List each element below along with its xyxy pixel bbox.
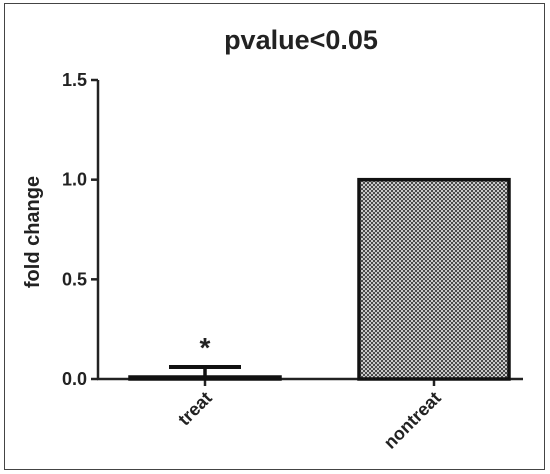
y-axis-label: fold change bbox=[22, 176, 44, 288]
y-tick-label: 1.5 bbox=[62, 70, 87, 90]
chart-frame: pvalue<0.05 fold change 0.0 0.5 1.0 1.5 tre… bbox=[4, 3, 545, 470]
y-tick-label: 1.0 bbox=[62, 170, 87, 190]
y-tick-label: 0.5 bbox=[62, 269, 87, 289]
bar-chart: pvalue<0.05 fold change 0.0 0.5 1.0 1.5 tre… bbox=[22, 25, 523, 453]
x-tick-label-treat: treat bbox=[174, 388, 216, 430]
x-tick-label-nontreat: nontreat bbox=[380, 388, 445, 453]
significance-marker: * bbox=[200, 332, 211, 363]
bars bbox=[128, 177, 511, 381]
chart-title: pvalue<0.05 bbox=[224, 25, 378, 55]
y-tick-label: 0.0 bbox=[62, 369, 87, 389]
bar-nontreat bbox=[357, 177, 511, 381]
bar-treat bbox=[128, 375, 282, 381]
